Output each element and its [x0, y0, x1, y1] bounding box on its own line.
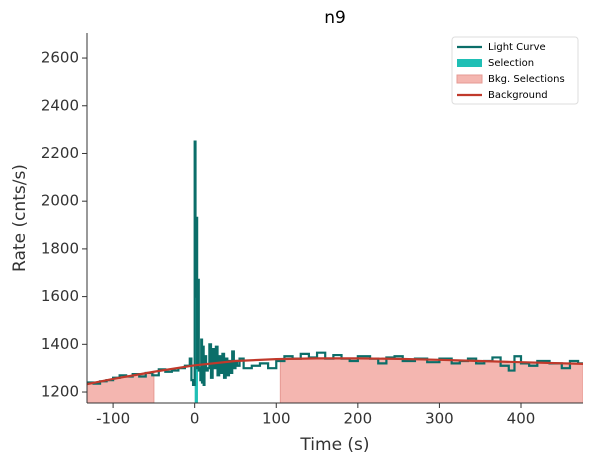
legend-label: Bkg. Selections	[488, 74, 565, 85]
x-tick-label: 200	[344, 410, 373, 428]
y-tick-label: 1400	[41, 335, 79, 353]
x-tick-label: 100	[262, 410, 291, 428]
x-tick-label: 400	[507, 410, 536, 428]
legend-label: Light Curve	[488, 42, 546, 53]
legend-box	[451, 36, 579, 105]
background-line	[87, 357, 583, 386]
y-tick-label: 1600	[41, 287, 79, 305]
x-tick-label: 0	[190, 410, 200, 428]
y-tick-label: 1200	[41, 383, 79, 401]
legend-swatch	[456, 74, 483, 84]
x-tick-label: 300	[425, 410, 454, 428]
y-tick-label: 2000	[41, 192, 79, 210]
y-tick-label: 2600	[41, 49, 79, 67]
chart-title: n9	[324, 8, 346, 28]
y-tick-label: 1800	[41, 239, 79, 257]
y-tick-label: 2200	[41, 144, 79, 162]
y-axis-label: Rate (cnts/s)	[10, 164, 30, 272]
legend-label: Selection	[488, 58, 534, 69]
x-axis-label: Time (s)	[299, 435, 369, 455]
legend-label: Background	[488, 90, 548, 101]
y-tick-label: 2400	[41, 96, 79, 114]
legend-swatch	[457, 59, 482, 67]
plot	[87, 140, 583, 403]
x-tick-label: -100	[96, 410, 130, 428]
light-curve	[87, 140, 583, 386]
